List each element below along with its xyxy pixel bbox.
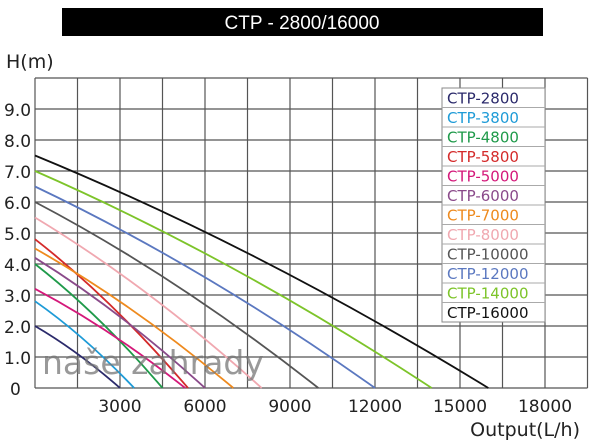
title-bar (62, 8, 543, 36)
curve-ctp-6000 (34, 257, 206, 389)
curve-ctp-5800 (34, 238, 189, 389)
curve-ctp-4800 (34, 263, 164, 389)
y-tick-labels: 0 1.0 2.0 3.0 4.0 5.0 6.0 7.0 8.0 9.0 (4, 101, 31, 400)
y-tick-label: 0 (10, 380, 21, 400)
chart-title: CTP - 2800/16000 (225, 13, 380, 34)
y-tick-label: 5.0 (4, 225, 31, 245)
legend-item-ctp-14000: CTP-14000 (447, 285, 528, 303)
legend-item-ctp-3800: CTP-3800 (447, 109, 519, 127)
x-tick-label: 9000 (268, 397, 311, 417)
y-tick-label: 8.0 (4, 132, 31, 152)
curve-ctp-2800 (34, 325, 121, 389)
y-tick-label: 9.0 (4, 101, 31, 121)
curve-ctp-5000 (34, 288, 186, 389)
curve-ctp-10000 (34, 201, 319, 389)
watermark: naše zahrady (42, 343, 264, 382)
legend-item-ctp-16000: CTP-16000 (447, 304, 528, 322)
x-tick-labels: 3000 6000 9000 12000 15000 18000 (98, 397, 572, 417)
y-tick-label: 3.0 (4, 287, 31, 307)
curve-ctp-7000 (34, 247, 234, 389)
x-axis-label: Output(L/h) (470, 419, 580, 441)
curve-ctp-16000 (34, 154, 489, 389)
curve-ctp-8000 (34, 216, 263, 389)
legend-item-ctp-6000: CTP-6000 (447, 187, 519, 205)
x-tick-label: 18000 (518, 397, 572, 417)
legend-item-ctp-10000: CTP-10000 (447, 246, 528, 264)
x-tick-label: 12000 (348, 397, 402, 417)
series-curves (34, 154, 489, 389)
y-tick-label: 6.0 (4, 194, 31, 214)
legend-item-ctp-5800: CTP-5800 (447, 148, 519, 166)
y-tick-label: 4.0 (4, 256, 31, 276)
legend-item-ctp-8000: CTP-8000 (447, 226, 519, 244)
legend-item-ctp-4800: CTP-4800 (447, 129, 519, 147)
y-tick-label: 7.0 (4, 163, 31, 183)
y-tick-label: 2.0 (4, 318, 31, 338)
x-tick-label: 15000 (433, 397, 487, 417)
curve-ctp-3800 (34, 300, 135, 389)
legend-item-ctp-7000: CTP-7000 (447, 207, 519, 225)
legend-item-ctp-12000: CTP-12000 (447, 265, 528, 283)
curve-ctp-12000 (34, 185, 376, 389)
curve-ctp-14000 (34, 170, 433, 389)
legend-item-ctp-5000: CTP-5000 (447, 168, 519, 186)
x-tick-label: 6000 (183, 397, 226, 417)
x-tick-label: 3000 (98, 397, 141, 417)
y-axis-label: H(m) (6, 51, 54, 73)
legend-item-ctp-2800: CTP-2800 (447, 90, 519, 108)
y-tick-label: 1.0 (4, 349, 31, 369)
